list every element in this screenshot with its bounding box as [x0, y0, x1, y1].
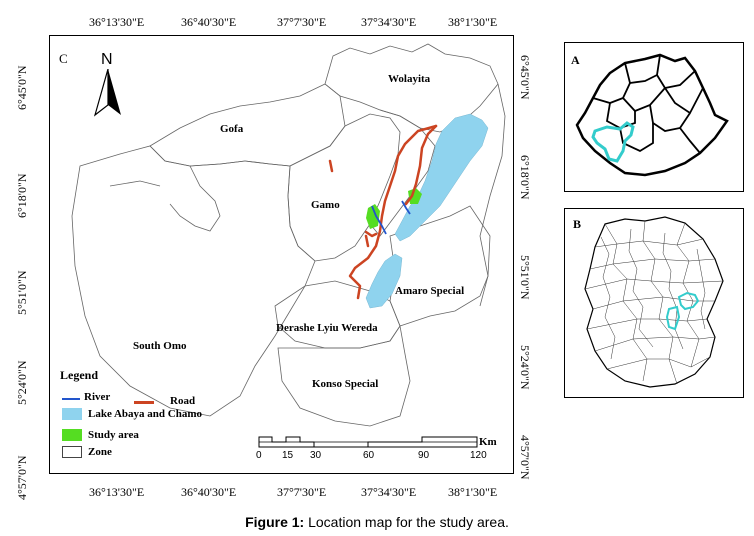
river-1: [371, 205, 387, 235]
panel-label-c: C: [59, 51, 68, 66]
scale-tick: 120: [470, 450, 487, 461]
main-map-graphic: [71, 43, 506, 427]
inset-a: A: [564, 42, 744, 192]
lake-chamo: [365, 253, 403, 309]
zone-label-south-omo: South Omo: [133, 340, 187, 352]
top-coord: 37°34'30"E: [361, 15, 417, 29]
lake-abaya: [394, 113, 489, 242]
legend-study-label: Study area: [88, 429, 139, 441]
legend-river-label: River: [84, 391, 111, 403]
road-west: [328, 159, 334, 173]
legend-zone-label: Zone: [88, 446, 112, 458]
scale-tick: 15: [282, 450, 294, 461]
legend-road-label: Road: [170, 395, 196, 407]
left-coord: 5°51'0"N: [15, 270, 29, 315]
top-coord: 36°40'30"E: [181, 15, 237, 29]
snnpr-woreda-map: [584, 216, 724, 388]
scale-tick: 30: [310, 450, 322, 461]
bottom-coord: 36°40'30"E: [181, 485, 237, 499]
scale-tick: 60: [363, 450, 375, 461]
bottom-coord: 37°34'30"E: [361, 485, 417, 499]
zone-label-konso: Konso Special: [312, 378, 379, 390]
zone-gofa: [149, 83, 346, 167]
north-arrow: N: [93, 51, 123, 117]
zone-label-amaro: Amaro Special: [395, 285, 465, 297]
left-coord: 6°18'0"N: [15, 173, 29, 218]
legend-lake-swatch: [62, 408, 82, 420]
right-coord: 5°51'0"N: [518, 255, 532, 300]
legend-river-swatch: [62, 398, 80, 400]
scale-tick: 90: [418, 450, 430, 461]
zone-south-omo: [71, 145, 316, 417]
scale-bar-graphic: [258, 436, 478, 448]
legend: Legend River Road Lake Abaya and Chamo S…: [58, 366, 258, 466]
zone-konso: [277, 324, 411, 427]
right-coord: 4°57'0"N: [518, 435, 532, 480]
study-area-patch-2: [408, 188, 422, 204]
left-coord: 5°24'0"N: [15, 360, 29, 405]
scale-bar: Km 0 15 30 60 90 120: [256, 436, 498, 466]
zone-label-gamo: Gamo: [311, 199, 340, 211]
zone-label-derashe: Derashe Lyiu Wereda: [276, 322, 378, 334]
road-loop: [364, 230, 378, 248]
figure-caption: Figure 1: Location map for the study are…: [0, 514, 754, 530]
left-coord: 4°57'0"N: [15, 455, 29, 500]
ethiopia-regions-map: [575, 53, 729, 177]
top-coord: 38°1'30"E: [448, 15, 498, 29]
inset-b: B: [564, 208, 744, 398]
river-2: [401, 200, 411, 215]
study-region-outline: [591, 121, 635, 163]
legend-lake-label: Lake Abaya and Chamo: [88, 408, 203, 420]
north-label: N: [101, 51, 113, 68]
panel-label-a: A: [571, 53, 580, 67]
right-coord: 6°45'0"N: [518, 55, 532, 100]
scale-tick: 0: [256, 450, 262, 461]
legend-study-swatch: [62, 429, 82, 441]
study-zone-outline-b2: [665, 305, 681, 331]
legend-road-swatch: [134, 401, 154, 404]
zone-gamo: [287, 113, 401, 262]
road-main: [348, 124, 438, 300]
caption-label: Figure 1:: [245, 514, 305, 530]
north-arrow-icon: [93, 69, 121, 117]
main-map: [49, 35, 514, 474]
legend-title: Legend: [60, 368, 99, 382]
study-zone-outline-b: [677, 291, 700, 311]
bottom-coord: 36°13'30"E: [89, 485, 145, 499]
zone-amaro: [389, 205, 491, 327]
zone-wolayita: [324, 43, 499, 133]
zone-label-wolayita: Wolayita: [388, 73, 431, 85]
zone-label-gofa: Gofa: [220, 123, 244, 135]
caption-text: Location map for the study area.: [304, 514, 509, 530]
legend-zone-swatch: [62, 446, 82, 458]
road-north: [404, 124, 438, 206]
right-coord: 5°24'0"N: [518, 345, 532, 390]
study-area-patch-1: [366, 204, 380, 229]
scale-unit: Km: [479, 436, 497, 448]
bottom-coord: 38°1'30"E: [448, 485, 498, 499]
top-coord: 37°7'30"E: [277, 15, 327, 29]
bottom-coord: 37°7'30"E: [277, 485, 327, 499]
right-coord: 6°18'0"N: [518, 155, 532, 200]
left-coord: 6°45'0"N: [15, 65, 29, 110]
top-coord: 36°13'30"E: [89, 15, 145, 29]
panel-label-b: B: [573, 217, 582, 231]
